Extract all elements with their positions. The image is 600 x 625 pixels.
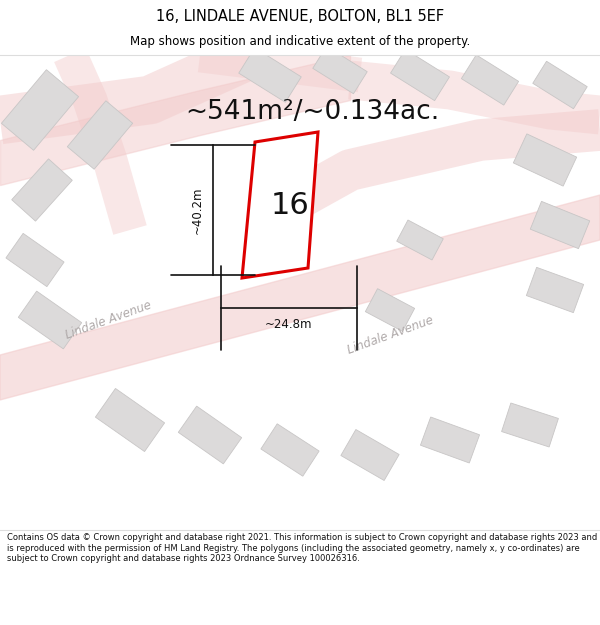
Polygon shape xyxy=(365,289,415,331)
Text: ~541m²/~0.134ac.: ~541m²/~0.134ac. xyxy=(185,99,439,125)
Polygon shape xyxy=(12,159,72,221)
Polygon shape xyxy=(1,70,79,150)
Polygon shape xyxy=(313,46,367,94)
Text: ~24.8m: ~24.8m xyxy=(265,318,313,331)
Polygon shape xyxy=(6,233,64,287)
Text: Lindale Avenue: Lindale Avenue xyxy=(345,313,435,357)
Polygon shape xyxy=(461,55,518,105)
Polygon shape xyxy=(502,403,559,447)
Text: ~40.2m: ~40.2m xyxy=(191,186,203,234)
Polygon shape xyxy=(391,49,449,101)
Polygon shape xyxy=(18,291,82,349)
Polygon shape xyxy=(397,220,443,260)
Polygon shape xyxy=(533,61,587,109)
Text: Contains OS data © Crown copyright and database right 2021. This information is : Contains OS data © Crown copyright and d… xyxy=(7,533,598,563)
Polygon shape xyxy=(341,429,399,481)
Polygon shape xyxy=(421,417,479,463)
Polygon shape xyxy=(514,134,577,186)
Text: Map shows position and indicative extent of the property.: Map shows position and indicative extent… xyxy=(130,35,470,48)
Text: 16, LINDALE AVENUE, BOLTON, BL1 5EF: 16, LINDALE AVENUE, BOLTON, BL1 5EF xyxy=(156,9,444,24)
Text: Lindale Avenue: Lindale Avenue xyxy=(63,298,153,342)
Polygon shape xyxy=(178,406,242,464)
Polygon shape xyxy=(242,132,318,278)
Polygon shape xyxy=(95,389,164,451)
Polygon shape xyxy=(526,268,584,312)
Polygon shape xyxy=(530,201,590,249)
Polygon shape xyxy=(239,48,301,102)
Text: 16: 16 xyxy=(271,191,310,219)
Polygon shape xyxy=(261,424,319,476)
Polygon shape xyxy=(67,101,133,169)
